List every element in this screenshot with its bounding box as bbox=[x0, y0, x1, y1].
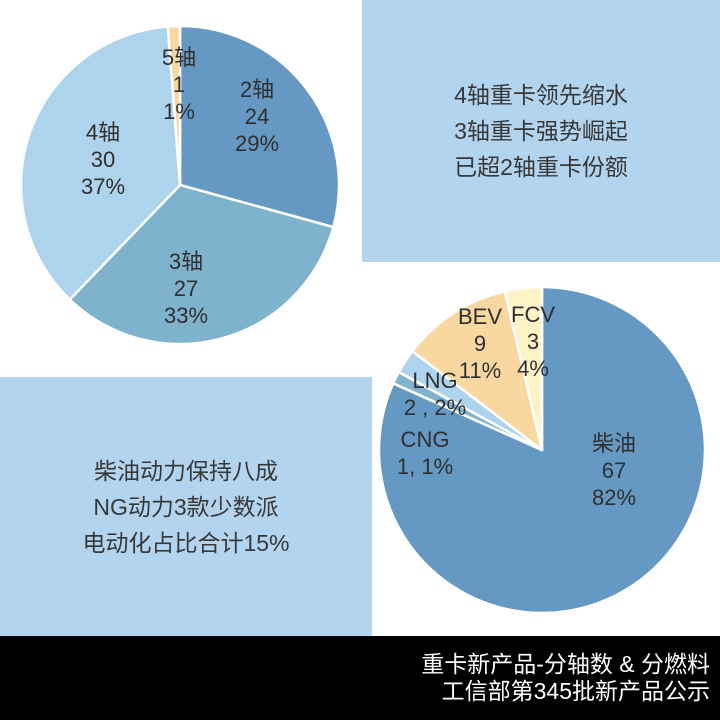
pie2-label-diesel: 柴油 67 82% bbox=[592, 430, 636, 511]
annotation-line: 电动化占比合计15% bbox=[82, 529, 290, 556]
pie-slice-axle2[interactable] bbox=[178, 24, 341, 229]
slice-label: 2轴 bbox=[239, 77, 275, 102]
slice-label: 3轴 bbox=[168, 249, 204, 274]
pie-slice-bev[interactable] bbox=[411, 290, 544, 452]
annotation-line: 3轴重卡强势崛起 bbox=[454, 118, 628, 144]
slice-value: 1 bbox=[172, 72, 186, 97]
slice-percent: 11% bbox=[458, 358, 502, 383]
slice-value: 27 bbox=[173, 276, 199, 301]
slice-percent: 29% bbox=[234, 131, 280, 156]
annotation-line: 4轴重卡领先缩水 bbox=[454, 82, 628, 108]
pie-chart-fuel[interactable] bbox=[368, 276, 716, 624]
pie1-label-axle4: 4轴 30 37% bbox=[81, 119, 125, 200]
footer-title-line1: 重卡新产品-分轴数 & 分燃料 bbox=[421, 651, 710, 677]
pie1-label-axle3: 3轴 27 33% bbox=[164, 248, 208, 329]
pie1-label-axle5: 5轴 1 1% bbox=[162, 44, 196, 125]
annotation-line: NG动力3款少数派 bbox=[93, 493, 279, 520]
pie-slice-axle3[interactable] bbox=[68, 183, 335, 346]
footer-title-line2: 工信部第345批新产品公示 bbox=[441, 678, 710, 704]
pie2-label-fcv: FCV 3 4% bbox=[511, 301, 555, 382]
slice-value: 9 bbox=[473, 331, 487, 356]
slice-percent: 37% bbox=[80, 174, 126, 199]
annotation-box-fuel: 柴油动力保持八成 NG动力3款少数派 电动化占比合计15% bbox=[0, 377, 372, 636]
slice-value-percent: 2 , 2% bbox=[403, 395, 467, 420]
slice-value: 30 bbox=[90, 147, 116, 172]
pie2-label-cng: CNG 1, 1% bbox=[397, 426, 453, 480]
slice-label: CNG bbox=[400, 427, 450, 452]
pie-slice-fcv[interactable] bbox=[503, 285, 544, 452]
slice-label: 柴油 bbox=[591, 431, 637, 456]
pie-slice-axle5[interactable] bbox=[166, 24, 182, 187]
pie1-label-axle2: 2轴 24 29% bbox=[235, 76, 279, 157]
slice-value: 67 bbox=[601, 458, 627, 483]
pie-slice-axle4[interactable] bbox=[19, 25, 182, 301]
slice-percent: 1% bbox=[163, 99, 195, 124]
pie2-label-lng: LNG 2 , 2% bbox=[404, 367, 466, 421]
annotation-line: 柴油动力保持八成 bbox=[94, 457, 278, 484]
slice-percent: 33% bbox=[163, 303, 209, 328]
slice-label: FCV bbox=[511, 302, 555, 327]
slice-label: BEV bbox=[457, 304, 503, 329]
footer-title-bar: 重卡新产品-分轴数 & 分燃料 工信部第345批新产品公示 bbox=[0, 636, 720, 720]
slice-percent: 82% bbox=[591, 485, 637, 510]
annotation-box-axles: 4轴重卡领先缩水 3轴重卡强势崛起 已超2轴重卡份额 bbox=[362, 0, 720, 262]
slice-value: 3 bbox=[526, 329, 540, 354]
slice-label: 4轴 bbox=[85, 120, 121, 145]
pie2-label-bev: BEV 9 11% bbox=[458, 303, 502, 384]
slice-percent: 4% bbox=[517, 356, 549, 381]
slice-label: 5轴 bbox=[161, 45, 197, 70]
slice-value-percent: 1, 1% bbox=[396, 454, 454, 479]
annotation-line: 已超2轴重卡份额 bbox=[454, 154, 628, 180]
slice-label: LNG bbox=[412, 368, 458, 393]
slice-value: 24 bbox=[244, 104, 270, 129]
pie-chart-axle-count[interactable] bbox=[0, 0, 360, 370]
